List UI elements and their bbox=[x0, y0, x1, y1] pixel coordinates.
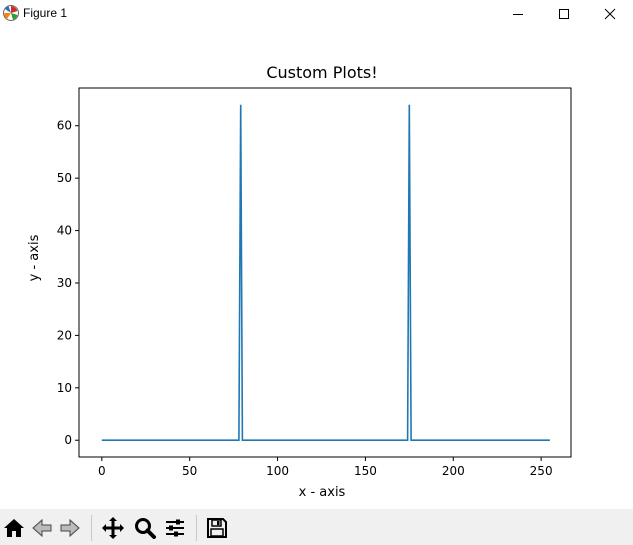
pan-icon bbox=[102, 517, 124, 539]
y-tick-label: 30 bbox=[57, 276, 72, 290]
line-chart: Custom Plots! x - axis y - axis 0 50 100 15… bbox=[27, 63, 572, 500]
y-tick-label: 10 bbox=[57, 381, 72, 395]
forward-icon bbox=[60, 518, 80, 538]
y-axis-label: y - axis bbox=[27, 234, 42, 281]
x-tick-label: 200 bbox=[442, 464, 465, 478]
series-line bbox=[101, 104, 550, 442]
close-icon bbox=[604, 8, 616, 20]
plot-series bbox=[101, 104, 550, 442]
x-tick-label: 0 bbox=[98, 464, 106, 478]
maximize-button[interactable] bbox=[541, 0, 587, 28]
y-tick-label: 40 bbox=[57, 224, 72, 238]
zoom-button[interactable] bbox=[131, 514, 159, 542]
save-button[interactable] bbox=[203, 514, 231, 542]
figure-canvas: Custom Plots! x - axis y - axis 0 50 100 15… bbox=[0, 28, 633, 509]
maximize-icon bbox=[559, 9, 569, 19]
minimize-button[interactable] bbox=[495, 0, 541, 28]
y-tick-label: 20 bbox=[57, 328, 72, 342]
y-tick-label: 60 bbox=[57, 119, 72, 133]
configure-subplots-button[interactable] bbox=[161, 514, 189, 542]
save-icon bbox=[207, 518, 227, 538]
toolbar-separator bbox=[91, 515, 92, 541]
x-tick-label: 100 bbox=[266, 464, 289, 478]
matplotlib-app-icon bbox=[2, 4, 20, 22]
minimize-icon bbox=[513, 14, 523, 15]
y-tick-label: 50 bbox=[57, 171, 72, 185]
y-tick-label: 0 bbox=[64, 433, 72, 447]
toolbar-separator bbox=[196, 515, 197, 541]
window-titlebar: Figure 1 bbox=[0, 0, 633, 28]
axes-frame bbox=[78, 87, 572, 458]
forward-button[interactable] bbox=[56, 514, 84, 542]
configure-subplots-icon bbox=[166, 519, 184, 537]
navigation-toolbar bbox=[0, 509, 633, 545]
back-icon bbox=[32, 518, 52, 538]
home-button[interactable] bbox=[0, 514, 28, 542]
x-axis-label: x - axis bbox=[299, 485, 346, 500]
home-icon bbox=[4, 519, 24, 537]
close-button[interactable] bbox=[587, 0, 633, 28]
zoom-icon bbox=[135, 518, 156, 539]
window-title: Figure 1 bbox=[23, 6, 68, 20]
x-tick-label: 250 bbox=[530, 464, 553, 478]
x-tick-label: 50 bbox=[182, 464, 197, 478]
x-tick-label: 150 bbox=[354, 464, 377, 478]
back-button[interactable] bbox=[28, 514, 56, 542]
pan-button[interactable] bbox=[99, 514, 127, 542]
chart-title: Custom Plots! bbox=[266, 63, 377, 82]
axis-ticks: 0 50 100 150 200 250 0 10 20 30 40 50 60 bbox=[57, 119, 553, 478]
